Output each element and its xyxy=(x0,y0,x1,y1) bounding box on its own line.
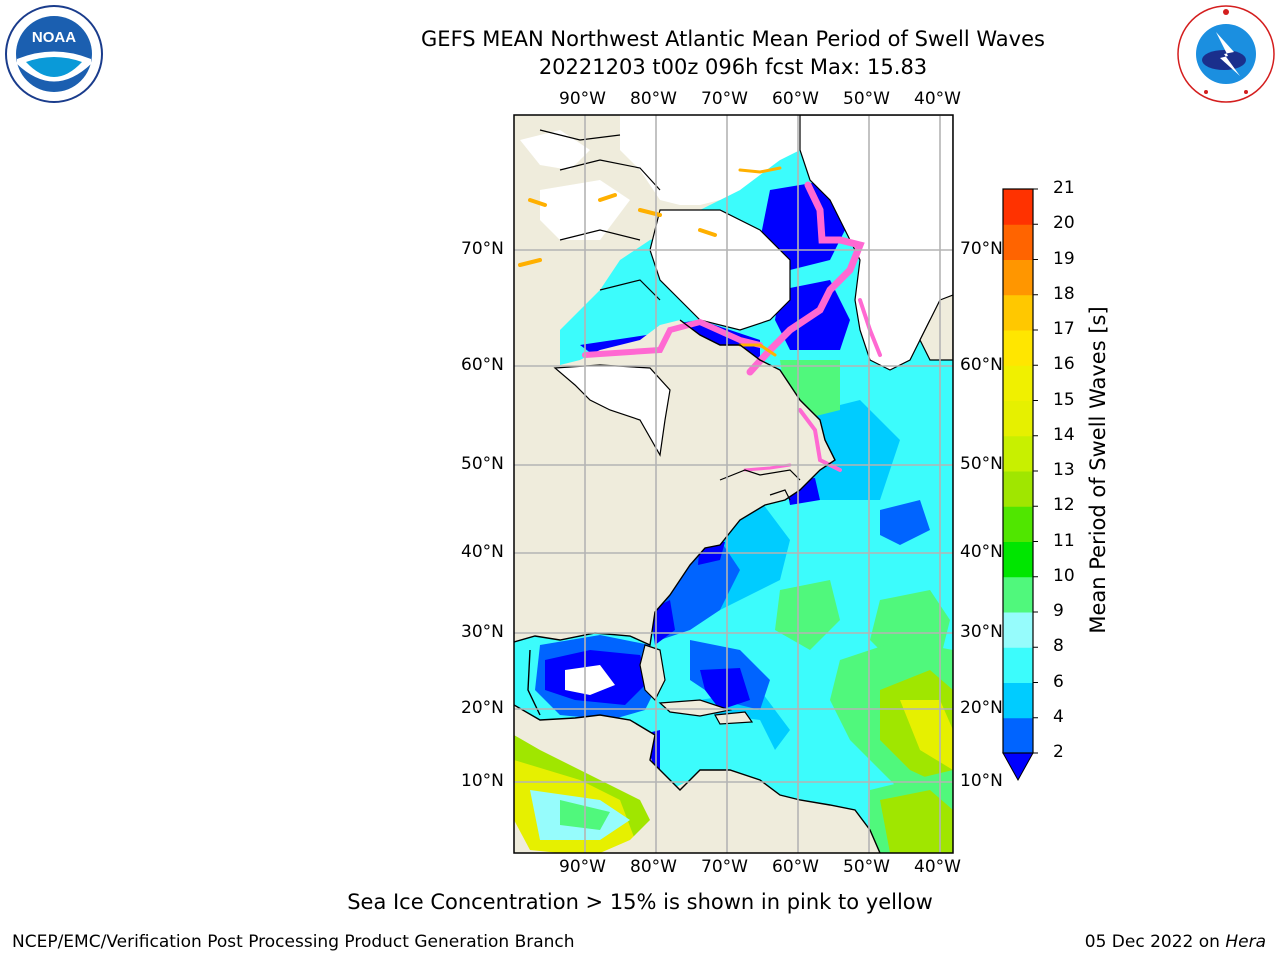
lat-label-right: 40°N xyxy=(960,542,1003,562)
colorbar-cell xyxy=(1003,647,1033,683)
colorbar xyxy=(1003,189,1033,754)
lon-label-top: 60°W xyxy=(772,89,819,109)
colorbar-tick-label: 12 xyxy=(1053,495,1075,516)
colorbar-cell xyxy=(1003,365,1033,401)
lon-label-bottom: 40°W xyxy=(914,857,961,877)
nws-logo xyxy=(1177,5,1275,103)
lon-label-bottom: 80°W xyxy=(630,857,677,877)
colorbar-cell xyxy=(1003,471,1033,507)
colorbar-cell xyxy=(1003,259,1033,296)
graticule xyxy=(514,115,953,853)
colorbar-cell xyxy=(1003,541,1033,578)
sea-ice-caption: Sea Ice Concentration > 15% is shown in … xyxy=(347,890,933,914)
colorbar-tick-label: 21 xyxy=(1053,178,1075,198)
lat-label-right: 30°N xyxy=(960,622,1003,642)
colorbar-tick-label: 17 xyxy=(1053,319,1075,339)
colorbar-cell xyxy=(1003,400,1033,437)
colorbar-tick-label: 18 xyxy=(1053,283,1075,304)
lat-label-left: 20°N xyxy=(461,698,504,718)
colorbar-tick-label: 9 xyxy=(1053,601,1064,621)
colorbar-cell xyxy=(1003,682,1033,719)
colorbar-tick-label: 13 xyxy=(1053,460,1075,480)
land-north-america xyxy=(514,115,835,645)
noaa-logo: NOAA xyxy=(5,5,103,103)
lat-label-left: 30°N xyxy=(461,622,504,642)
colorbar-cell xyxy=(1003,717,1033,754)
colorbar-tick-label: 15 xyxy=(1053,389,1075,410)
colorbar-tick-label: 11 xyxy=(1053,530,1075,551)
lon-label-bottom: 70°W xyxy=(701,857,748,877)
footer-credit: NCEP/EMC/Verification Post Processing Pr… xyxy=(12,932,575,952)
lon-label-top: 90°W xyxy=(559,89,606,109)
colorbar-tick-label: 19 xyxy=(1053,248,1075,269)
colorbar-cell xyxy=(1003,576,1033,613)
lat-label-right: 20°N xyxy=(960,698,1003,718)
lat-label-right: 70°N xyxy=(960,239,1003,259)
lon-label-bottom: 50°W xyxy=(843,857,890,877)
colorbar-tick-label: 10 xyxy=(1053,565,1075,586)
colorbar-tick-label: 16 xyxy=(1053,354,1075,375)
lat-label-left: 60°N xyxy=(461,355,504,375)
colorbar-tick-label: 20 xyxy=(1053,213,1075,234)
footer-host: Hera xyxy=(1225,932,1266,952)
colorbar-cell xyxy=(1003,506,1033,542)
lat-label-left: 40°N xyxy=(461,542,504,562)
colorbar-cell xyxy=(1003,294,1033,331)
lat-label-left: 10°N xyxy=(461,771,504,791)
footer-date: 05 Dec 2022 on Hera xyxy=(1084,932,1266,952)
colorbar-title: Mean Period of Swell Waves [s] xyxy=(1086,306,1110,634)
colorbar-cell xyxy=(1003,612,1033,648)
lat-label-right: 60°N xyxy=(960,355,1003,375)
svg-text:NOAA: NOAA xyxy=(32,29,76,46)
colorbar-cell xyxy=(1003,435,1033,472)
colorbar-tick-label: 6 xyxy=(1053,671,1064,692)
lon-label-top: 50°W xyxy=(843,89,890,109)
colorbar-cell xyxy=(1003,189,1033,225)
lat-label-left: 50°N xyxy=(461,454,504,474)
chart-title: GEFS MEAN Northwest Atlantic Mean Period… xyxy=(421,27,1045,51)
colorbar-cell xyxy=(1003,330,1033,366)
colorbar-tick-label: 4 xyxy=(1053,706,1064,727)
lat-label-right: 50°N xyxy=(960,454,1003,474)
lon-label-bottom: 60°W xyxy=(772,857,819,877)
colorbar-cell xyxy=(1003,224,1033,260)
colorbar-tick-label: 14 xyxy=(1053,424,1075,445)
lat-label-left: 70°N xyxy=(461,239,504,259)
colorbar-tick-label: 2 xyxy=(1053,742,1064,762)
lon-label-top: 80°W xyxy=(630,89,677,109)
map-frame xyxy=(513,114,954,854)
colorbar-tick-label: 8 xyxy=(1053,636,1064,657)
sea-ice xyxy=(518,166,882,472)
lat-label-right: 10°N xyxy=(960,771,1003,791)
swell-period-field xyxy=(514,180,953,853)
lon-label-top: 70°W xyxy=(701,89,748,109)
coastline xyxy=(514,319,836,647)
chart-subtitle: 20221203 t00z 096h fcst Max: 15.83 xyxy=(538,55,928,79)
lon-label-top: 40°W xyxy=(914,89,961,109)
colorbar-under-arrow xyxy=(1002,752,1034,782)
lon-label-bottom: 90°W xyxy=(559,857,606,877)
